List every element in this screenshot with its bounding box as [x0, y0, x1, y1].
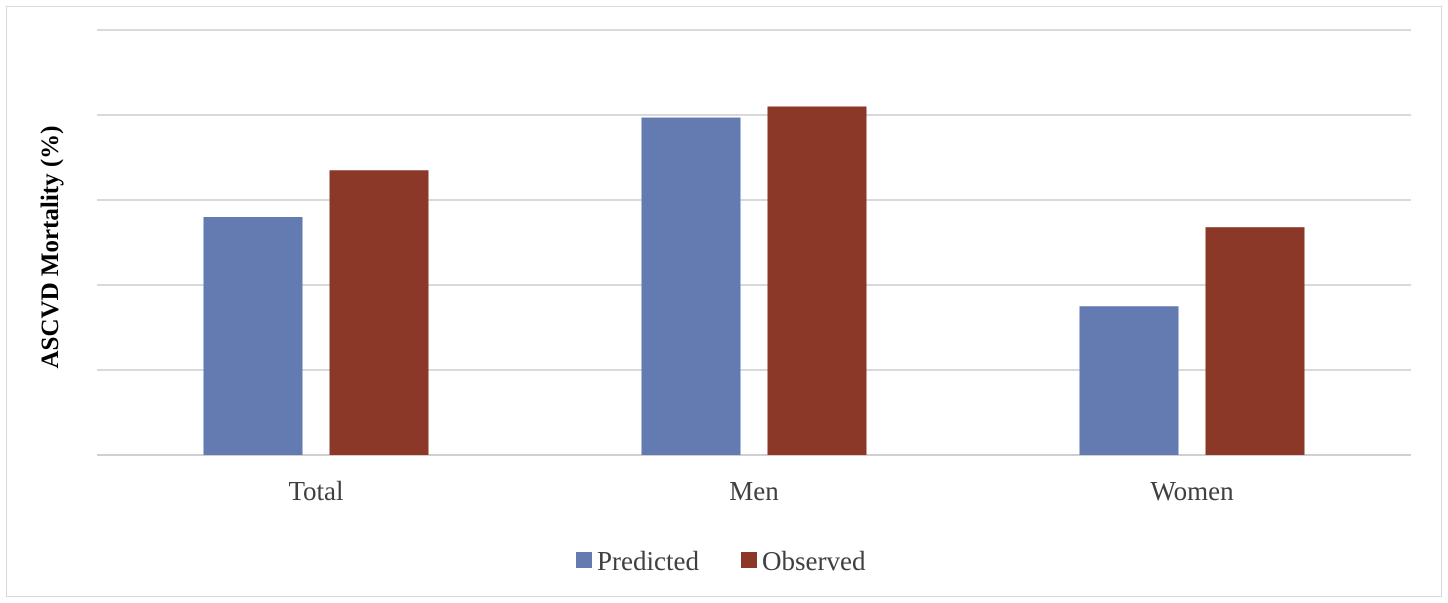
bar-total-predicted [203, 217, 303, 455]
x-tick-label: Total [288, 476, 343, 506]
bar-total-observed [329, 170, 429, 455]
legend-swatch-predicted [576, 552, 592, 568]
y-axis-label: ASCVD Mortality (%) [37, 125, 64, 368]
legend: Predicted Observed [576, 546, 866, 576]
legend-label-observed: Observed [762, 546, 866, 576]
x-tick-label: Women [1150, 476, 1234, 506]
bar-men-observed [767, 106, 867, 455]
bar-women-observed [1205, 227, 1305, 455]
x-tick-labels: Total Men Women [288, 476, 1234, 506]
legend-label-predicted: Predicted [597, 546, 699, 576]
gridlines [97, 29, 1411, 456]
legend-swatch-observed [741, 552, 757, 568]
bars [203, 106, 1305, 456]
x-tick-label: Men [729, 476, 779, 506]
bar-men-predicted [641, 117, 741, 456]
bar-women-predicted [1079, 306, 1179, 455]
